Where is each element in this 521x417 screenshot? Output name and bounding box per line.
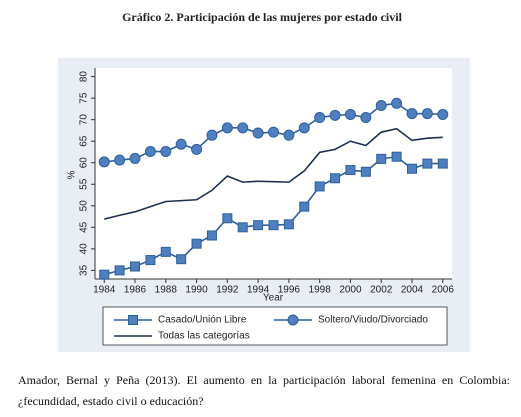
marker: [406, 163, 417, 174]
marker: [160, 246, 171, 257]
marker: [206, 129, 218, 141]
x-tick-label: 1992: [216, 285, 239, 296]
marker: [176, 254, 187, 265]
marker: [129, 152, 141, 164]
marker: [98, 156, 110, 168]
marker: [252, 127, 264, 139]
marker: [222, 213, 233, 224]
marker: [268, 220, 279, 231]
x-tick-label: 1986: [124, 285, 147, 296]
marker: [437, 158, 448, 169]
marker: [376, 153, 387, 164]
y-axis-label: %: [67, 170, 78, 179]
marker: [114, 265, 125, 276]
legend-label: Todas las categorías: [158, 331, 250, 342]
marker: [253, 220, 264, 231]
y-tick-label: 40: [79, 243, 90, 255]
marker: [160, 146, 172, 158]
chart-title: Gráfico 2. Participación de las mujeres …: [122, 10, 403, 24]
legend-label: Soltero/Viudo/Divorciado: [318, 315, 428, 326]
marker: [345, 165, 356, 176]
legend-marker: [287, 314, 299, 326]
marker: [268, 126, 279, 138]
marker: [421, 108, 433, 120]
marker: [329, 109, 341, 121]
marker: [299, 201, 310, 212]
marker: [145, 255, 156, 266]
marker: [114, 154, 126, 166]
marker: [298, 122, 310, 134]
x-tick-label: 2006: [432, 285, 455, 296]
marker: [130, 261, 141, 272]
marker: [437, 109, 449, 121]
y-tick-label: 65: [79, 135, 90, 147]
line: [104, 127, 443, 220]
caption: Amador, Bernal y Peña (2013). El aumento…: [18, 373, 510, 408]
marker: [391, 97, 403, 109]
x-tick-label: 1984: [93, 285, 116, 296]
x-tick-label: 1994: [247, 285, 270, 296]
marker: [391, 151, 402, 162]
y-tick-label: 35: [79, 264, 90, 276]
x-tick-label: 1988: [155, 285, 178, 296]
x-tick-label: 1998: [309, 285, 332, 296]
marker: [314, 181, 325, 192]
marker: [375, 99, 387, 111]
y-tick-label: 75: [79, 92, 90, 104]
marker: [314, 112, 326, 124]
marker: [422, 158, 433, 169]
x-tick-label: 2004: [401, 285, 424, 296]
legend: [102, 306, 448, 346]
marker: [144, 146, 156, 158]
marker: [99, 269, 110, 280]
marker: [406, 108, 418, 120]
marker: [330, 173, 341, 184]
x-tick-label: 1996: [278, 285, 301, 296]
y-tick-label: 50: [79, 200, 90, 212]
marker: [283, 129, 295, 141]
legend-marker: [128, 315, 138, 325]
y-tick-label: 60: [79, 157, 90, 169]
y-tick-label: 70: [79, 114, 90, 126]
marker: [191, 238, 202, 249]
marker: [191, 143, 203, 155]
y-tick-label: 80: [79, 71, 90, 83]
marker: [206, 230, 217, 241]
marker: [360, 112, 372, 124]
marker: [175, 138, 187, 150]
x-axis-label: Year: [263, 293, 284, 304]
x-tick-label: 1990: [185, 285, 208, 296]
marker: [344, 109, 356, 121]
marker: [283, 219, 294, 230]
marker: [237, 222, 248, 233]
x-tick-label: 2002: [370, 285, 393, 296]
marker: [221, 122, 233, 134]
legend-label: Casado/Unión Libre: [158, 315, 247, 326]
marker: [360, 166, 371, 177]
y-tick-label: 45: [79, 221, 90, 233]
marker: [237, 122, 249, 134]
x-tick-label: 2000: [339, 285, 362, 296]
y-tick-label: 55: [79, 178, 90, 190]
